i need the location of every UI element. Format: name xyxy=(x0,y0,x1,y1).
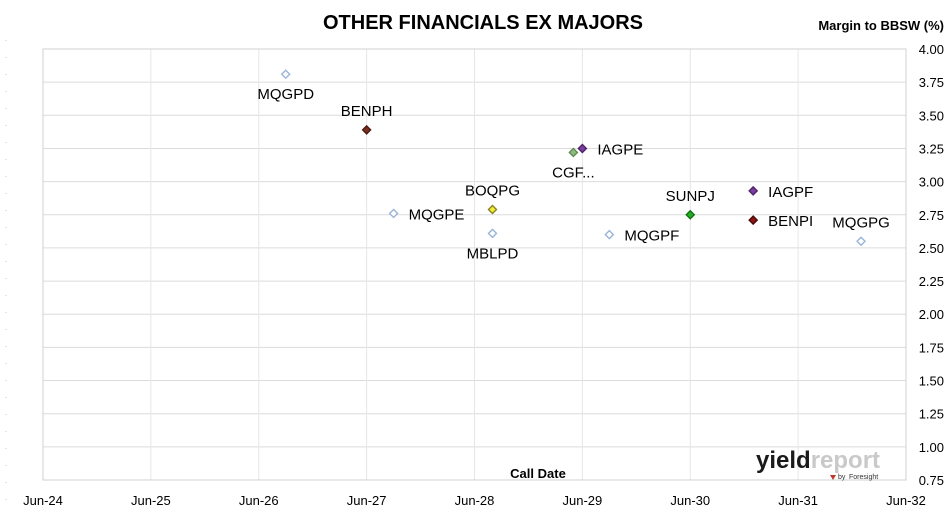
x-tick-label: Jun-31 xyxy=(778,493,818,508)
data-label: SUNPJ xyxy=(666,188,715,205)
y-tick-label: 2.75 xyxy=(919,208,944,223)
x-tick-label: Jun-26 xyxy=(239,493,279,508)
y-tick-label: 4.00 xyxy=(919,42,944,57)
data-point xyxy=(749,216,757,224)
y-tick-label: 3.25 xyxy=(919,141,944,156)
data-point xyxy=(569,148,577,156)
data-label: BENPH xyxy=(341,103,393,120)
x-tick-label: Jun-28 xyxy=(455,493,495,508)
data-point xyxy=(749,187,757,195)
data-label: BOQPG xyxy=(465,182,520,199)
data-point xyxy=(282,70,290,78)
y-tick-label: 3.00 xyxy=(919,175,944,190)
gridlines xyxy=(43,49,906,480)
logo-yield-text: yield xyxy=(756,447,811,474)
chart-title: OTHER FINANCIALS EX MAJORS xyxy=(323,12,643,34)
data-point xyxy=(857,237,865,245)
y-tick-label: 1.00 xyxy=(919,440,944,455)
data-label: MQGPD xyxy=(257,86,314,103)
x-axis-title: Call Date xyxy=(510,466,566,481)
logo-arrow-icon xyxy=(830,475,836,480)
x-tick-label: Jun-24 xyxy=(23,493,63,508)
y-tick-label: 2.50 xyxy=(919,241,944,256)
data-label: MQGPE xyxy=(409,206,465,223)
data-label: MQGPG xyxy=(832,214,890,231)
svg-text:yieldreport: yieldreport xyxy=(756,447,880,474)
data-point xyxy=(363,126,371,134)
x-tick-label: Jun-30 xyxy=(670,493,710,508)
y-tick-label: 3.75 xyxy=(919,75,944,90)
y-tick-labels: 0.75 1.00 1.25 1.50 1.75 2.00 2.25 2.50 2.75 3.00… xyxy=(919,42,944,488)
data-label: CGF... xyxy=(552,164,595,181)
y-tick-label: 1.75 xyxy=(919,340,944,355)
x-tick-label: Jun-29 xyxy=(563,493,603,508)
data-point xyxy=(686,211,694,219)
y-tick-label: 2.25 xyxy=(919,274,944,289)
y-tick-label: 2.00 xyxy=(919,307,944,322)
data-point xyxy=(488,229,496,237)
y-tick-label: 3.50 xyxy=(919,108,944,123)
y-tick-label: 0.75 xyxy=(919,473,944,488)
data-label: IAGPF xyxy=(768,184,813,201)
data-label: MBLPD xyxy=(467,245,519,262)
data-label: IAGPE xyxy=(597,141,643,158)
logo-by-text: by xyxy=(838,474,846,481)
yieldreport-logo: yieldreport by Foresight xyxy=(756,447,880,481)
data-point xyxy=(488,205,496,213)
x-tick-labels: Jun-24 Jun-25 Jun-26 Jun-27 Jun-28 Jun-29 Jun-… xyxy=(23,493,926,508)
axes xyxy=(6,40,906,500)
logo-wordmark: yieldreport xyxy=(756,447,880,474)
data-point xyxy=(605,231,613,239)
data-label: MQGPF xyxy=(624,228,679,245)
data-label: BENPI xyxy=(768,213,813,230)
data-point xyxy=(390,209,398,217)
x-tick-label: Jun-27 xyxy=(347,493,387,508)
y-tick-label: 1.25 xyxy=(919,407,944,422)
data-point xyxy=(578,144,586,152)
x-tick-label: Jun-32 xyxy=(886,493,926,508)
x-tick-label: Jun-25 xyxy=(131,493,171,508)
logo-brand-text: Foresight xyxy=(849,474,878,481)
y-tick-label: 1.50 xyxy=(919,374,944,389)
logo-report-text: report xyxy=(811,447,880,474)
y-axis-title: Margin to BBSW (%) xyxy=(818,18,944,33)
